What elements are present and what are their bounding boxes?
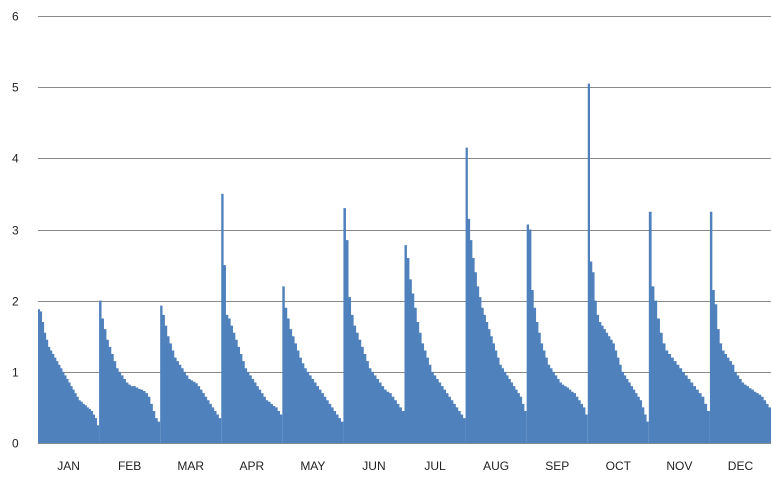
area-segment-dec — [709, 211, 771, 443]
x-axis-ticks: JAN FEB MAR APR MAY JUN JUL AUG SEP OCT NOV DEC — [57, 459, 753, 473]
area-segment-sep — [526, 224, 588, 443]
area-segment-aug — [465, 147, 527, 443]
x-tick-label: AUG — [483, 459, 509, 473]
area-segment-nov — [648, 211, 710, 443]
x-tick-label: SEP — [545, 459, 569, 473]
y-tick-label: 4 — [12, 152, 19, 166]
y-tick-label: 3 — [12, 224, 19, 238]
y-tick-label: 0 — [12, 437, 19, 451]
y-axis-ticks: 0 1 2 3 4 5 6 — [12, 10, 19, 451]
y-tick-label: 5 — [12, 81, 19, 95]
y-tick-label: 1 — [12, 366, 19, 380]
x-tick-label: FEB — [118, 459, 141, 473]
area-segment-oct — [587, 83, 649, 444]
x-tick-label: JAN — [57, 459, 80, 473]
x-tick-label: JUN — [362, 459, 385, 473]
area-segment-jul — [404, 245, 466, 443]
x-tick-label: MAY — [300, 459, 325, 473]
area-segment-feb — [99, 300, 161, 443]
x-tick-label: DEC — [728, 459, 754, 473]
x-tick-label: APR — [239, 459, 264, 473]
x-tick-label: MAR — [177, 459, 204, 473]
x-tick-label: OCT — [606, 459, 632, 473]
y-tick-label: 2 — [12, 295, 19, 309]
area-segment-apr — [221, 193, 283, 443]
y-tick-label: 6 — [12, 10, 19, 24]
x-tick-label: JUL — [424, 459, 446, 473]
area-segment-may — [282, 286, 344, 443]
plot-area — [38, 83, 771, 444]
x-tick-label: NOV — [666, 459, 692, 473]
area-segment-jun — [343, 208, 405, 443]
area-segment-jan — [38, 309, 100, 443]
area-segment-mar — [160, 305, 222, 443]
